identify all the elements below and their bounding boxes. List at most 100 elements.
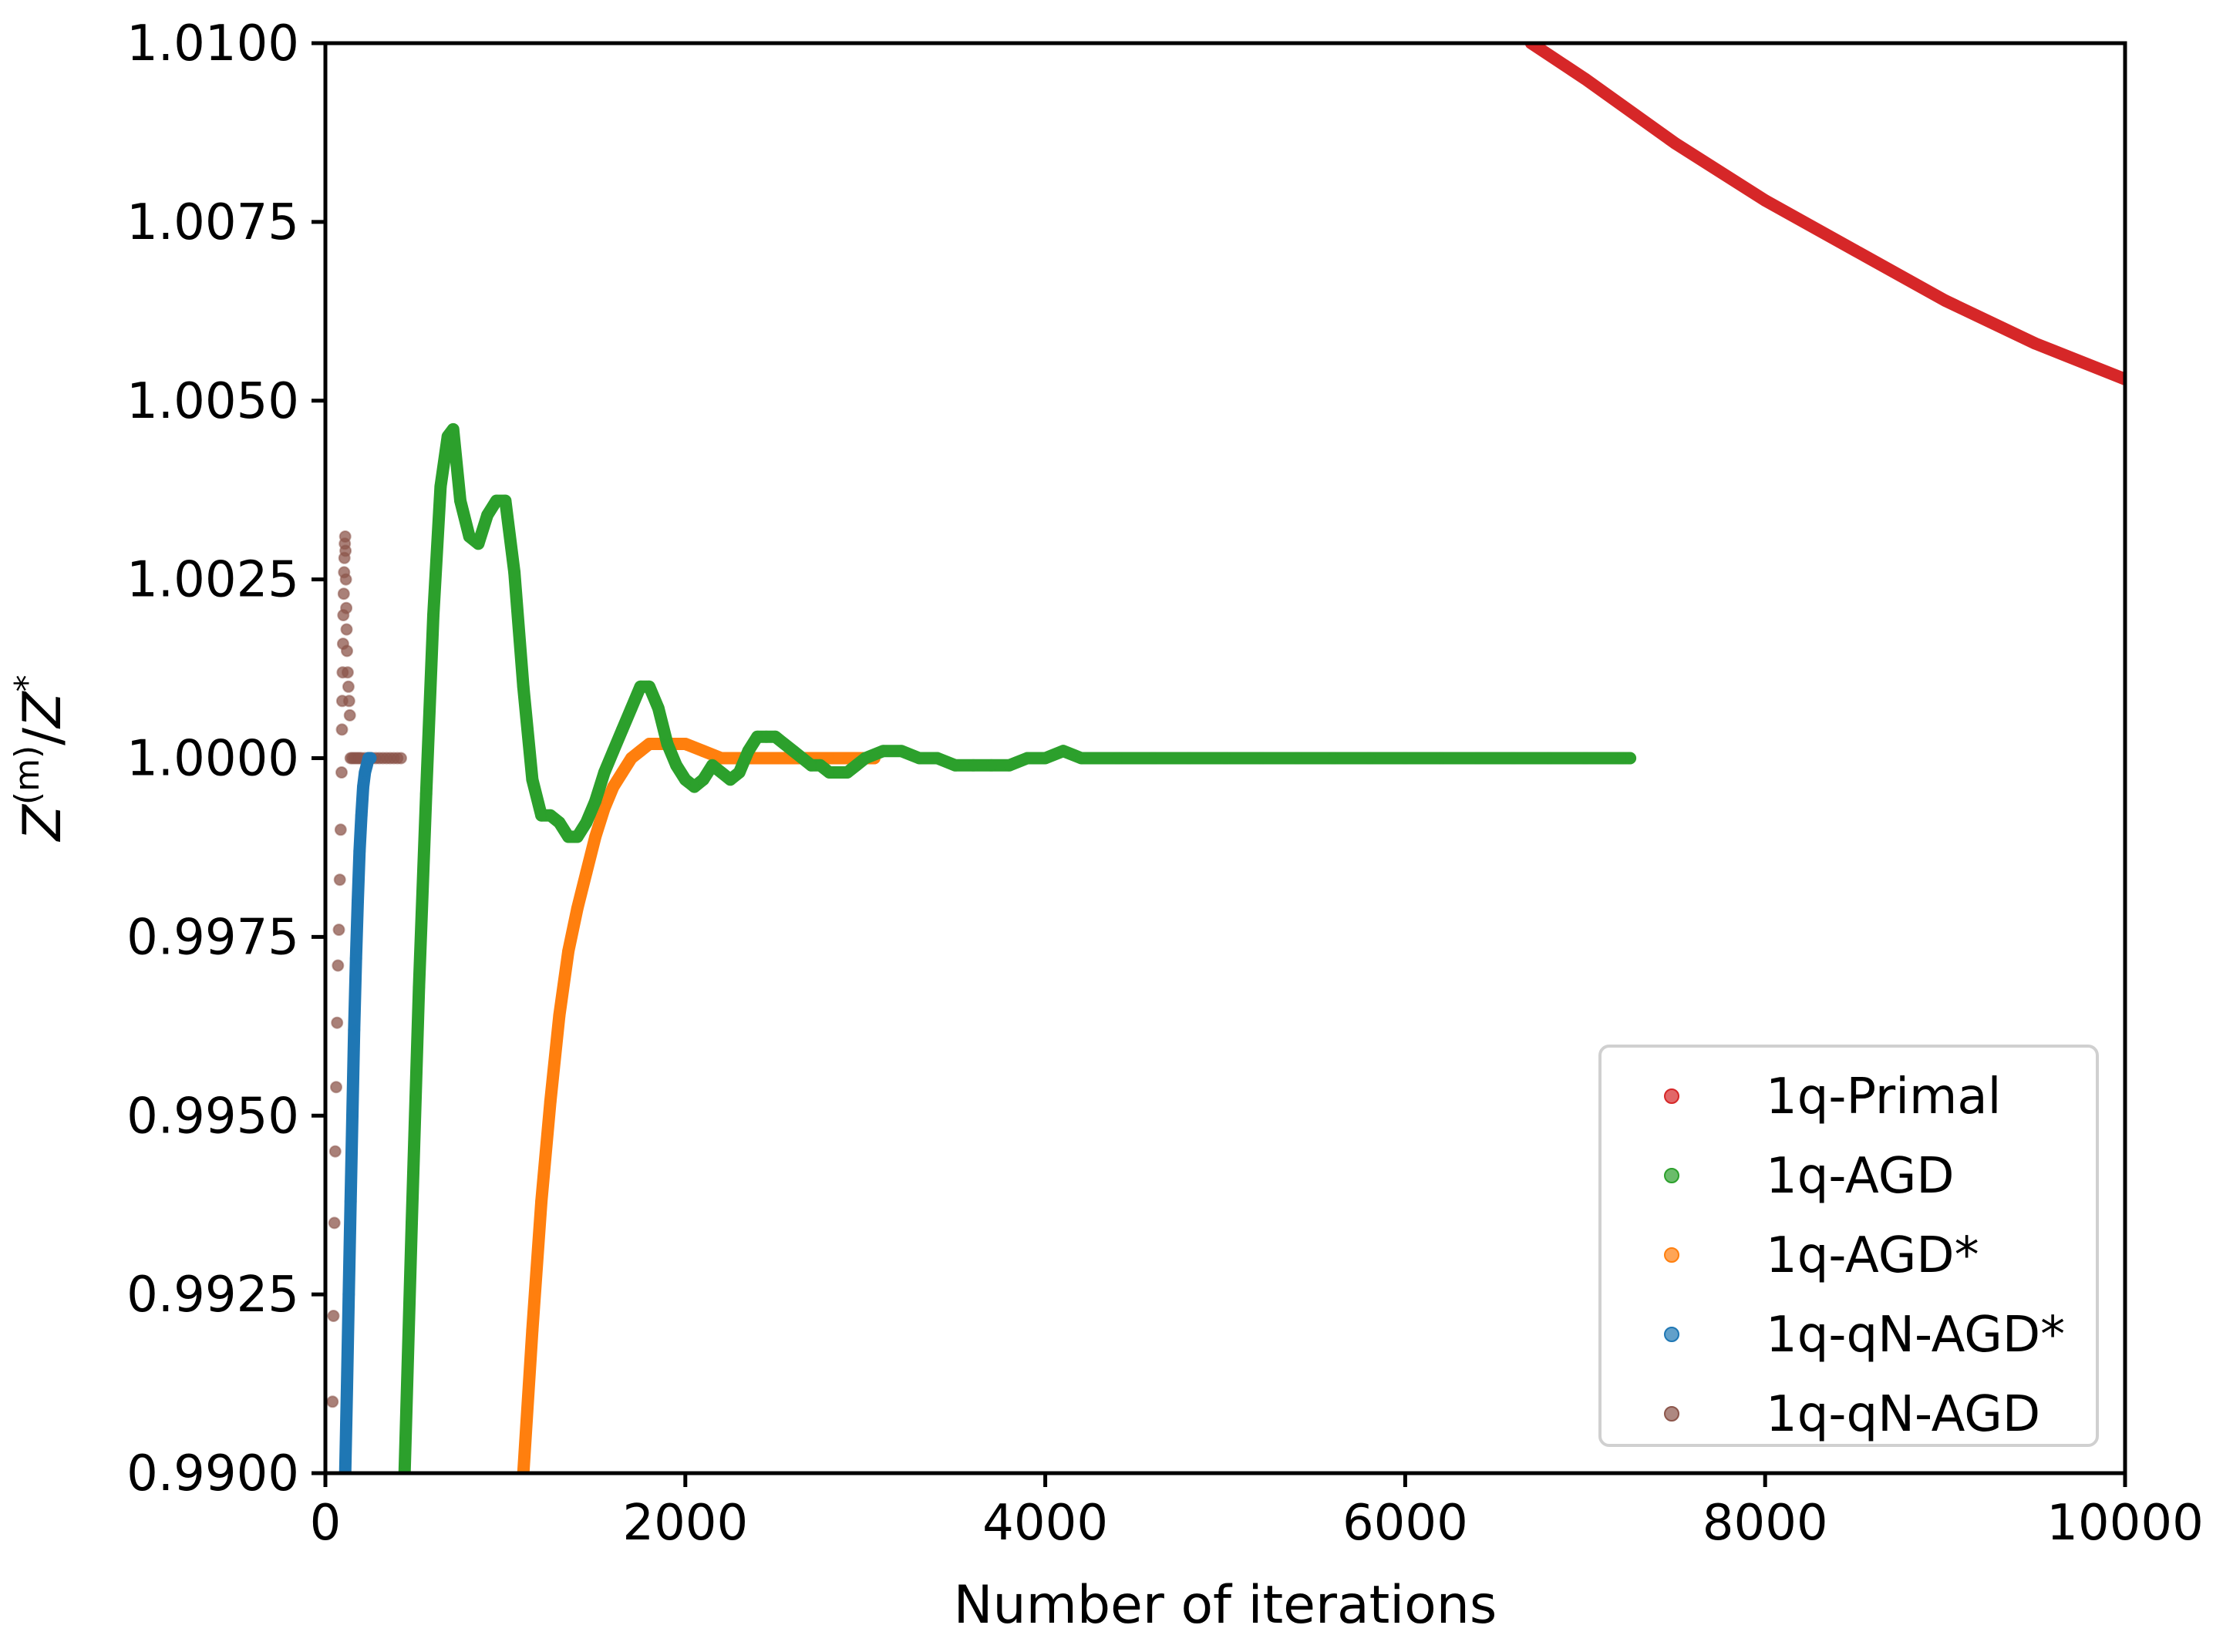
- data-point-1q-agd: [499, 494, 512, 507]
- data-point-1q-agd: [1039, 752, 1052, 765]
- data-point-1q-agd-star: [526, 1324, 539, 1337]
- data-point-1q-agd: [786, 745, 800, 758]
- data-point-1q-agd-star: [589, 830, 602, 843]
- data-point-1q-agd: [413, 981, 426, 994]
- data-point-1q-agd: [697, 773, 710, 786]
- y-tick-label: 1.0050: [126, 373, 299, 430]
- data-point-1q-agd-star: [544, 1095, 557, 1108]
- data-point-1q-qn-agd: [339, 530, 352, 543]
- data-point-1q-agd: [508, 566, 521, 579]
- data-point-1q-qn-agd: [339, 573, 352, 586]
- x-tick-label: 0: [310, 1495, 342, 1552]
- x-tick-label: 10000: [2046, 1495, 2204, 1552]
- data-point-1q-agd: [446, 422, 460, 436]
- data-point-1q-agd: [1507, 752, 1520, 765]
- data-point-1q-agd-star: [823, 752, 836, 765]
- data-point-1q-agd: [985, 759, 998, 772]
- data-point-1q-primal: [1848, 244, 1861, 257]
- data-point-1q-agd-star: [616, 766, 629, 779]
- data-point-1q-agd: [1002, 759, 1016, 772]
- data-point-1q-agd: [580, 816, 593, 829]
- data-point-1q-agd: [688, 780, 701, 793]
- data-point-1q-agd: [1291, 752, 1304, 765]
- data-point-1q-qn-agd: [328, 1216, 341, 1230]
- data-point-1q-agd: [706, 759, 719, 772]
- data-point-1q-qn-agd: [330, 1081, 342, 1094]
- legend-marker-1q-primal: [1664, 1088, 1679, 1104]
- data-point-1q-qn-agd-star: [344, 1195, 357, 1208]
- data-point-1q-agd: [1435, 752, 1448, 765]
- y-tick-label: 1.0100: [126, 15, 299, 72]
- data-point-1q-agd: [813, 759, 827, 772]
- data-point-1q-agd: [643, 680, 656, 693]
- series-line-1q-agd: [398, 422, 1637, 1473]
- data-point-1q-agd: [670, 759, 683, 772]
- data-point-1q-agd-star: [715, 752, 728, 765]
- x-axis: 0 2000 4000 6000 8000 10000: [310, 1473, 2204, 1552]
- y-tick-label: 1.0000: [126, 731, 299, 788]
- data-point-1q-agd-star: [571, 902, 584, 915]
- series-line-1q-primal: [1524, 43, 2125, 385]
- legend-marker-1q-qn-agd: [1664, 1406, 1679, 1422]
- data-point-1q-agd: [1255, 752, 1268, 765]
- data-point-1q-agd-star: [679, 738, 692, 750]
- data-point-1q-qn-agd: [326, 1395, 339, 1408]
- legend-label-1q-agd-star: 1q-AGD*: [1766, 1227, 1979, 1284]
- data-point-1q-primal: [1938, 294, 1952, 307]
- data-point-1q-primal: [1578, 72, 1591, 86]
- data-point-1q-qn-agd: [335, 766, 348, 779]
- data-point-1q-agd: [1543, 752, 1556, 765]
- y-tick-label: 1.0075: [126, 194, 299, 251]
- data-point-1q-agd-star: [697, 745, 710, 758]
- data-point-1q-agd-star: [607, 780, 620, 793]
- y-tick-label: 0.9925: [126, 1267, 299, 1324]
- data-point-1q-agd-star: [535, 1195, 548, 1208]
- data-point-1q-qn-agd-star: [364, 752, 377, 765]
- data-point-1q-primal: [1759, 194, 1772, 207]
- data-point-1q-agd: [1219, 752, 1231, 765]
- x-axis-label: Number of iterations: [954, 1575, 1497, 1636]
- data-point-1q-agd: [589, 795, 602, 808]
- x-tick-label: 8000: [1703, 1495, 1828, 1552]
- data-point-1q-agd: [1470, 752, 1484, 765]
- legend-frame: [1598, 1045, 2099, 1447]
- y-tick-label: 1.0025: [126, 552, 299, 609]
- data-point-1q-qn-agd-star: [341, 1381, 353, 1394]
- data-point-1q-agd: [778, 738, 791, 750]
- data-point-1q-agd: [715, 766, 728, 779]
- data-point-1q-agd: [913, 752, 926, 765]
- data-point-1q-agd-star: [553, 1009, 566, 1022]
- data-point-1q-agd: [472, 537, 485, 550]
- data-point-1q-agd: [1624, 752, 1637, 765]
- data-point-1q-agd: [598, 766, 611, 779]
- data-point-1q-agd: [859, 752, 872, 765]
- legend-marker-1q-qn-agd-star: [1664, 1327, 1679, 1342]
- data-point-1q-agd: [607, 745, 620, 758]
- data-point-1q-agd: [1056, 745, 1069, 758]
- data-point-1q-qn-agd: [337, 587, 350, 601]
- data-point-1q-agd: [1327, 752, 1339, 765]
- data-point-1q-agd: [526, 773, 539, 786]
- data-point-1q-agd-star: [634, 745, 647, 758]
- data-point-1q-qn-agd: [328, 1145, 342, 1158]
- data-point-1q-agd: [948, 759, 962, 772]
- data-point-1q-qn-agd: [340, 623, 353, 636]
- data-point-1q-agd: [840, 766, 854, 779]
- data-point-1q-qn-agd: [342, 680, 355, 693]
- x-tick-label: 2000: [622, 1495, 748, 1552]
- data-point-1q-agd: [733, 766, 746, 779]
- legend-label-1q-qn-agd: 1q-qN-AGD: [1766, 1386, 2040, 1443]
- data-point-1q-agd: [1075, 752, 1088, 765]
- data-point-1q-qn-agd-star: [348, 1024, 361, 1036]
- data-point-1q-agd: [769, 730, 782, 743]
- legend: 1q-Primal 1q-AGD 1q-AGD* 1q-qN-AGD* 1q-qN-AG…: [1598, 1045, 2099, 1447]
- data-point-1q-qn-agd: [332, 924, 345, 937]
- data-point-1q-agd: [894, 745, 908, 758]
- data-point-1q-agd: [571, 830, 584, 843]
- data-point-1q-agd: [1399, 752, 1412, 765]
- data-point-1q-agd-star: [769, 752, 782, 765]
- data-point-1q-agd: [652, 702, 665, 715]
- data-point-1q-qn-agd: [333, 873, 346, 887]
- data-point-1q-qn-agd-star: [355, 809, 368, 822]
